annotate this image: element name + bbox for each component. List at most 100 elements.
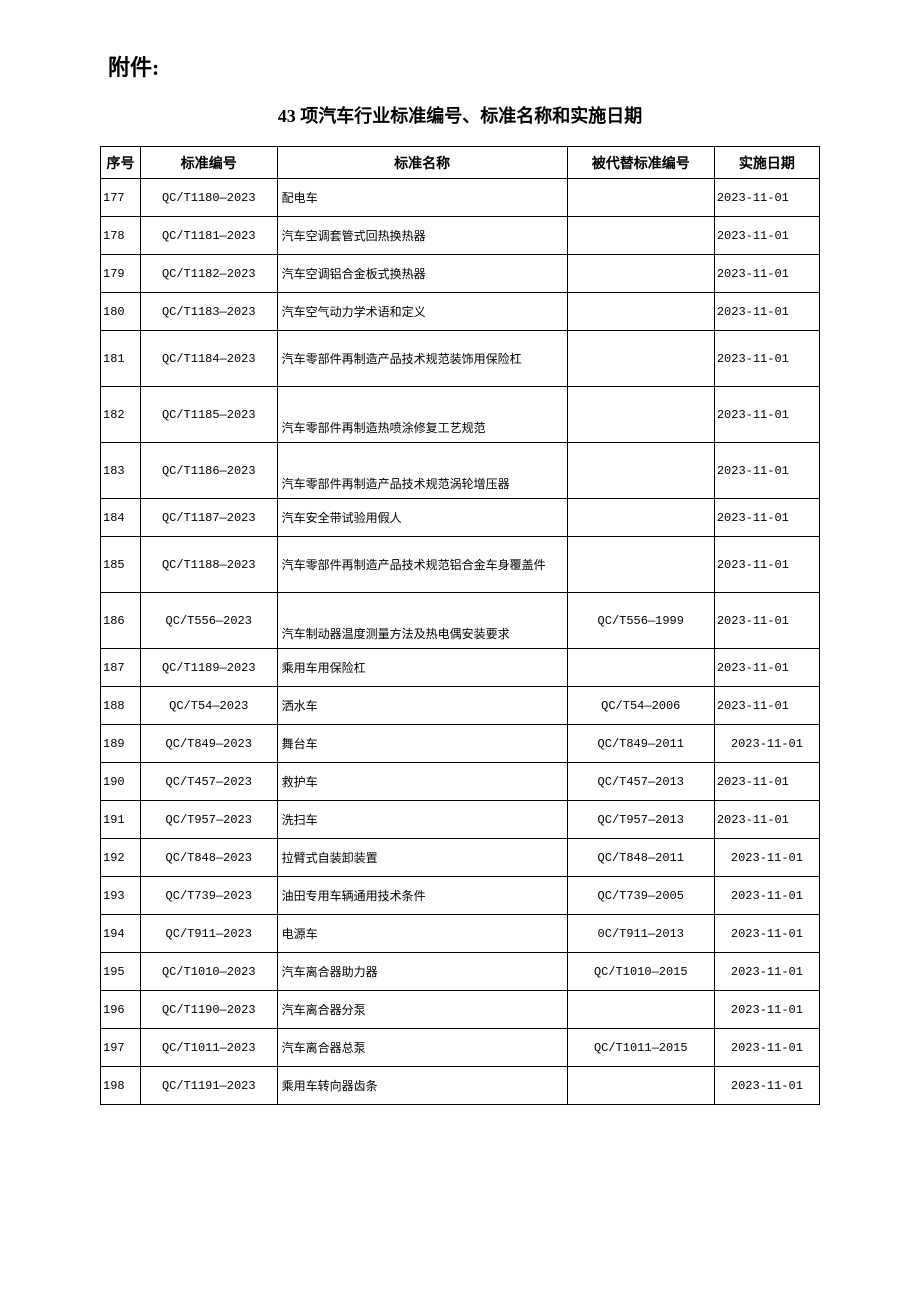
cell-seq: 185 [101,537,141,593]
cell-replace [567,217,714,255]
cell-replace [567,537,714,593]
cell-name: 油田专用车辆通用技术条件 [277,877,567,915]
table-row: 188QC/T54—2023洒水车QC/T54—20062023-11-01 [101,687,820,725]
standards-table: 序号 标准编号 标准名称 被代替标准编号 实施日期 177QC/T1180—20… [100,146,820,1105]
table-row: 194QC/T911—2023电源车0C/T911—20132023-11-01 [101,915,820,953]
cell-date: 2023-11-01 [714,179,819,217]
cell-code: QC/T1185—2023 [140,387,277,443]
cell-seq: 188 [101,687,141,725]
cell-date: 2023-11-01 [714,1067,819,1105]
cell-name: 汽车制动器温度测量方法及热电偶安装要求 [277,593,567,649]
cell-seq: 184 [101,499,141,537]
table-row: 191QC/T957—2023洗扫车QC/T957—20132023-11-01 [101,801,820,839]
cell-replace [567,293,714,331]
cell-name: 舞台车 [277,725,567,763]
cell-name: 洒水车 [277,687,567,725]
cell-code: QC/T54—2023 [140,687,277,725]
page-title: 43 项汽车行业标准编号、标准名称和实施日期 [100,102,820,128]
cell-replace [567,991,714,1029]
cell-replace [567,1067,714,1105]
cell-seq: 198 [101,1067,141,1105]
table-row: 192QC/T848—2023拉臂式自装卸装置QC/T848—20112023-… [101,839,820,877]
table-row: 198QC/T1191—2023乘用车转向器齿条 2023-11-01 [101,1067,820,1105]
cell-date: 2023-11-01 [714,499,819,537]
cell-date: 2023-11-01 [714,953,819,991]
cell-seq: 195 [101,953,141,991]
cell-seq: 177 [101,179,141,217]
cell-code: QC/T739—2023 [140,877,277,915]
cell-date: 2023-11-01 [714,763,819,801]
cell-code: QC/T457—2023 [140,763,277,801]
cell-seq: 194 [101,915,141,953]
cell-replace [567,649,714,687]
cell-name: 汽车零部件再制造产品技术规范涡轮增压器 [277,443,567,499]
cell-code: QC/T556—2023 [140,593,277,649]
cell-replace [567,255,714,293]
cell-seq: 192 [101,839,141,877]
table-row: 180QC/T1183—2023汽车空气动力学术语和定义2023-11-01 [101,293,820,331]
cell-name: 汽车离合器分泵 [277,991,567,1029]
cell-date: 2023-11-01 [714,443,819,499]
cell-date: 2023-11-01 [714,331,819,387]
cell-code: QC/T1188—2023 [140,537,277,593]
cell-replace: QC/T957—2013 [567,801,714,839]
cell-name: 乘用车转向器齿条 [277,1067,567,1105]
cell-name: 汽车零部件再制造热喷涂修复工艺规范 [277,387,567,443]
cell-seq: 181 [101,331,141,387]
cell-name: 洗扫车 [277,801,567,839]
cell-replace: QC/T54—2006 [567,687,714,725]
table-row: 186QC/T556—2023汽车制动器温度测量方法及热电偶安装要求QC/T55… [101,593,820,649]
cell-date: 2023-11-01 [714,293,819,331]
cell-name: 汽车安全带试验用假人 [277,499,567,537]
table-row: 178QC/T1181—2023汽车空调套管式回热换热器2023-11-01 [101,217,820,255]
table-row: 197QC/T1011—2023汽车离合器总泵QC/T1011—20152023… [101,1029,820,1067]
table-row: 185QC/T1188—2023汽车零部件再制造产品技术规范铝合金车身覆盖件20… [101,537,820,593]
table-row: 181QC/T1184—2023汽车零部件再制造产品技术规范装饰用保险杠2023… [101,331,820,387]
cell-name: 乘用车用保险杠 [277,649,567,687]
cell-date: 2023-11-01 [714,649,819,687]
cell-date: 2023-11-01 [714,839,819,877]
cell-date: 2023-11-01 [714,593,819,649]
cell-seq: 186 [101,593,141,649]
cell-seq: 191 [101,801,141,839]
cell-name: 汽车空调铝合金板式换热器 [277,255,567,293]
cell-code: QC/T911—2023 [140,915,277,953]
cell-code: QC/T1181—2023 [140,217,277,255]
attachment-label: 附件: [108,50,820,82]
cell-date: 2023-11-01 [714,255,819,293]
table-row: 193QC/T739—2023油田专用车辆通用技术条件QC/T739—20052… [101,877,820,915]
cell-code: QC/T1011—2023 [140,1029,277,1067]
cell-code: QC/T1184—2023 [140,331,277,387]
cell-seq: 189 [101,725,141,763]
cell-code: QC/T1182—2023 [140,255,277,293]
cell-name: 电源车 [277,915,567,953]
table-row: 183QC/T1186—2023汽车零部件再制造产品技术规范涡轮增压器 2023-… [101,443,820,499]
cell-seq: 196 [101,991,141,1029]
table-row: 187QC/T1189—2023乘用车用保险杠 2023-11-01 [101,649,820,687]
table-row: 184QC/T1187—2023汽车安全带试验用假人2023-11-01 [101,499,820,537]
cell-date: 2023-11-01 [714,387,819,443]
table-row: 190QC/T457—2023救护车QC/T457—20132023-11-01 [101,763,820,801]
cell-code: QC/T1189—2023 [140,649,277,687]
cell-replace [567,499,714,537]
table-row: 179QC/T1182—2023汽车空调铝合金板式换热器2023-11-01 [101,255,820,293]
cell-code: QC/T848—2023 [140,839,277,877]
cell-name: 配电车 [277,179,567,217]
cell-seq: 183 [101,443,141,499]
cell-code: QC/T1186—2023 [140,443,277,499]
cell-code: QC/T957—2023 [140,801,277,839]
cell-seq: 187 [101,649,141,687]
cell-date: 2023-11-01 [714,687,819,725]
table-row: 195QC/T1010—2023汽车离合器助力器QC/T1010—2015202… [101,953,820,991]
cell-replace [567,179,714,217]
cell-replace: QC/T457—2013 [567,763,714,801]
cell-date: 2023-11-01 [714,877,819,915]
cell-seq: 193 [101,877,141,915]
cell-name: 汽车零部件再制造产品技术规范铝合金车身覆盖件 [277,537,567,593]
cell-date: 2023-11-01 [714,1029,819,1067]
cell-replace: QC/T1011—2015 [567,1029,714,1067]
header-replace: 被代替标准编号 [567,147,714,179]
table-row: 182QC/T1185—2023汽车零部件再制造热喷涂修复工艺规范2023-11… [101,387,820,443]
cell-code: QC/T1191—2023 [140,1067,277,1105]
cell-name: 汽车离合器助力器 [277,953,567,991]
